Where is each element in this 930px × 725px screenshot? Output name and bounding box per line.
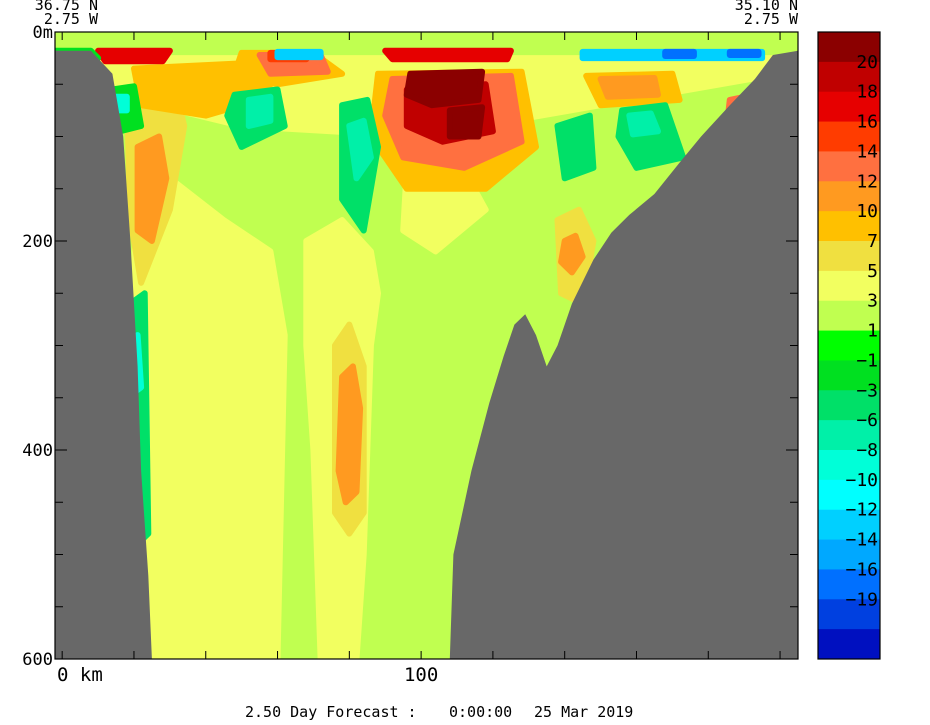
colorbar-swatch (818, 599, 880, 630)
colorbar-swatch (818, 509, 880, 541)
contour-field (55, 32, 798, 659)
colorbar-swatch (818, 390, 880, 421)
corner-right-lon: 2.75 W (744, 10, 799, 28)
corner-right-label: 35.10 N 2.75 W (735, 0, 799, 28)
colorbar-swatch (818, 539, 880, 570)
colorbar-label: 10 (856, 201, 878, 222)
colorbar-label: −8 (856, 440, 878, 461)
x-tick-label: 0 km (57, 664, 103, 686)
colorbar-label: 14 (856, 141, 878, 162)
contour-region (245, 93, 274, 129)
colorbar-label: 5 (867, 261, 878, 282)
y-tick-label: 600 (22, 650, 53, 670)
contour-region (382, 47, 514, 63)
contour-region (446, 104, 486, 140)
colorbar-swatch (818, 241, 880, 272)
colorbar-label: −19 (845, 589, 878, 610)
colorbar-swatch (818, 91, 880, 123)
colorbar-swatch (818, 181, 880, 212)
colorbar-label: 7 (867, 231, 878, 252)
colorbar-swatch (818, 420, 880, 451)
x-tick-label: 100 (404, 664, 438, 686)
colorbar-label: −16 (845, 559, 878, 580)
corner-left-label: 36.75 N 2.75 W (35, 0, 99, 28)
y-tick-label: 200 (22, 232, 53, 252)
contour-region (662, 48, 697, 59)
contour-region (335, 363, 364, 506)
contour-region (95, 47, 173, 65)
land-mask (55, 50, 798, 659)
y-tick-label: 400 (22, 441, 53, 461)
colorbar-label: −12 (845, 500, 878, 521)
contour-region (558, 232, 586, 276)
colorbar-swatch (818, 32, 880, 63)
colorbar-swatch (818, 61, 880, 93)
colorbar-swatch (818, 450, 880, 481)
colorbar-label: −6 (856, 410, 878, 431)
forecast-time: 0:00:00 (449, 703, 512, 721)
colorbar-label: 16 (856, 112, 878, 133)
colorbar-label: −3 (856, 380, 878, 401)
corner-left-lon: 2.75 W (44, 10, 99, 28)
forecast-date: 25 Mar 2019 (534, 703, 633, 721)
colorbar-swatch (818, 629, 880, 660)
colorbar-swatch (818, 360, 880, 391)
colorbar-frame (817, 31, 881, 660)
colorbar-swatch (818, 479, 880, 511)
corner-left-lat: 36.75 N (35, 0, 98, 14)
x-axis: 0 km 100 (57, 32, 781, 686)
colorbar: 20 18 16 14 12 10 7 5 3 1 −1 −3 −6 −8 −10 −12 −14 −16 −19 (817, 31, 881, 660)
colorbar-label: 1 (867, 321, 878, 342)
contour-region (554, 112, 597, 182)
colorbar-swatch (818, 211, 880, 242)
colorbar-swatch (818, 330, 880, 361)
corner-right-lat: 35.10 N (735, 0, 798, 14)
colorbar-label: 18 (856, 82, 878, 103)
land-polygon (55, 50, 798, 659)
colorbar-swatch (818, 300, 880, 332)
footer-label: 2.50 Day Forecast : 0:00:00 25 Mar 2019 (245, 703, 633, 721)
contour-region (274, 48, 324, 61)
contour-region (597, 75, 661, 100)
forecast-label: 2.50 Day Forecast : (245, 703, 417, 721)
contour-region (134, 133, 170, 244)
colorbar-label: 12 (856, 171, 878, 192)
colorbar-swatch (818, 151, 880, 182)
contour-region (403, 68, 486, 109)
y-axis: 0m 200 400 600 (22, 23, 798, 670)
colorbar-swatch (818, 270, 880, 302)
colorbar-label: 20 (856, 52, 878, 73)
y-tick-label: 0m (33, 23, 53, 43)
colorbar-swatch (818, 121, 880, 152)
colorbar-label: −10 (845, 470, 878, 491)
colorbar-label: −14 (845, 530, 878, 551)
colorbar-label: −1 (856, 350, 878, 371)
contour-region (726, 48, 762, 58)
colorbar-swatch (818, 569, 880, 600)
contour-region (346, 117, 374, 182)
colorbar-label: 3 (867, 291, 878, 312)
contour-region (626, 110, 661, 138)
